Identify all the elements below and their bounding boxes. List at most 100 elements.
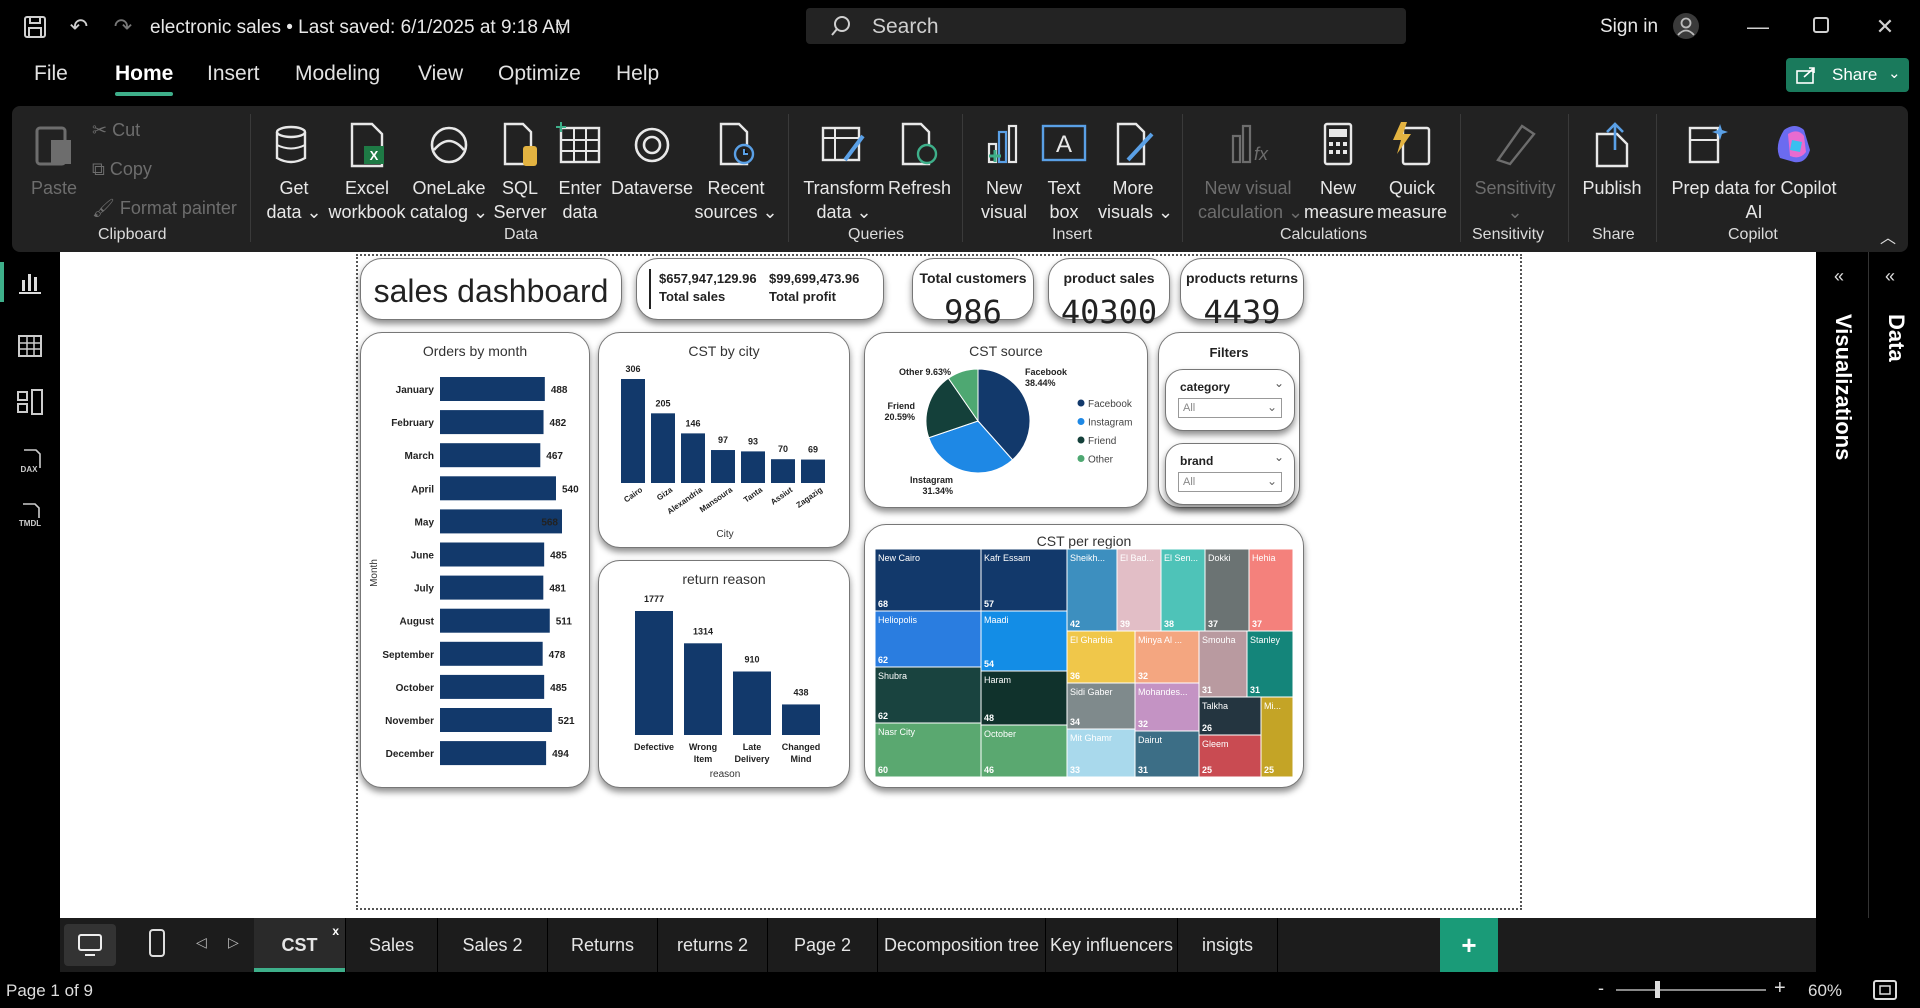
group-sensitivity: Sensitivity [1472,226,1545,243]
kpi-card-returns[interactable]: products returns 4439 [1180,258,1304,331]
page-tab[interactable]: Decomposition tree [878,918,1046,972]
page-tab[interactable]: Returns [548,918,658,972]
page-tab[interactable]: Page 2 [768,918,878,972]
menu-help[interactable]: Help [616,62,660,85]
tmdl-view-icon[interactable]: TMDL [14,502,46,534]
page-tab[interactable]: Sales [346,918,438,972]
zoom-in-button[interactable]: + [1774,977,1786,999]
new-visual-calculation-button[interactable]: fx New visual calculation ⌄ [1198,120,1303,224]
desktop-layout-button[interactable] [64,924,116,966]
kpi-card-product-sales[interactable]: product sales 40300 [1048,258,1170,331]
more-visuals-button[interactable]: More visuals ⌄ [1098,120,1173,224]
next-page-icon[interactable]: ▷ [228,934,239,950]
svg-text:DAX: DAX [21,465,39,474]
menu-home[interactable]: Home [115,62,174,85]
undo-icon[interactable]: ↶ [69,14,89,39]
text-box-button[interactable]: A Text box [1036,120,1092,224]
format-painter-button[interactable]: 🖌 Format painter [92,196,237,220]
data-label: 70 [778,444,788,454]
data-label: 494 [552,749,569,760]
treemap-label: Minya Al ... [1138,635,1182,645]
zoom-out-button[interactable]: - [1598,978,1604,998]
menu-insert[interactable]: Insert [207,62,260,85]
data-pane[interactable]: « Data [1868,252,1920,918]
page-tab[interactable]: returns 2 [658,918,768,972]
visualizations-pane[interactable]: « Visualizations [1816,252,1868,918]
page-tab[interactable]: insigts [1178,918,1278,972]
cst-source-chart[interactable]: CST source Facebook 38.44% Facebook Instagr… [864,332,1148,508]
category-label: February [391,418,434,429]
search-input[interactable]: Search [806,8,1406,44]
onelake-catalog-button[interactable]: OneLake catalog ⌄ [410,120,488,224]
treemap-cell [1134,730,1200,778]
category-dropdown[interactable]: All ⌄ [1178,398,1282,418]
minimize-icon[interactable]: — [1747,14,1769,39]
excel-workbook-button[interactable]: X Excel workbook [326,120,408,224]
save-icon[interactable] [22,14,48,40]
chevron-down-icon[interactable]: ⌄ [1274,450,1285,464]
fit-to-page-icon[interactable] [1872,979,1898,1001]
zoom-slider-thumb[interactable] [1655,981,1660,998]
expand-pane-icon[interactable]: « [1834,266,1845,286]
sql-server-button[interactable]: SQL Server [490,120,550,224]
avatar-icon[interactable] [1672,12,1700,40]
page-tab[interactable]: Key influencers [1046,918,1178,972]
cut-button[interactable]: ✂ Cut [92,118,140,142]
treemap-label: New Cairo [878,553,920,563]
recent-sources-button[interactable]: Recent sources ⌄ [694,120,778,224]
zoom-slider[interactable] [1616,989,1766,991]
category-slicer: category ⌄ All ⌄ [1165,369,1295,431]
menu-optimize[interactable]: Optimize [498,62,581,85]
table-view-icon[interactable] [14,332,46,364]
enter-data-button[interactable]: Enter data [550,120,610,224]
expand-pane-icon[interactable]: « [1885,266,1896,286]
dax-query-view-icon[interactable]: DAX [14,448,46,480]
totals-card[interactable]: $657,947,129.96 Total sales $99,699,473.… [636,258,884,320]
treemap-value: 32 [1138,671,1148,681]
menu-view[interactable]: View [418,62,464,85]
close-icon[interactable]: ✕ [1875,14,1895,39]
sensitivity-button[interactable]: Sensitivity ⌄ [1472,120,1558,224]
prev-page-icon[interactable]: ◁ [196,934,207,950]
report-view-icon[interactable] [14,268,46,300]
treemap-label: Talkha [1202,701,1228,711]
menu-file[interactable]: File [34,62,68,85]
ribbon-separator [1182,114,1183,242]
paste-button[interactable]: Paste [28,120,80,200]
page-tab[interactable]: CST x [254,918,346,972]
add-page-button[interactable]: + [1440,918,1498,972]
chevron-down-icon[interactable]: ⌄ [1274,376,1285,390]
model-view-icon[interactable] [14,388,46,420]
cst-by-city-chart[interactable]: CST by city 306 Cairo 205 Giza 146 Alexandria… [598,332,850,548]
dashboard-title-card[interactable]: sales dashboard [360,258,622,320]
close-tab-icon[interactable]: x [332,924,339,938]
chevron-down-icon[interactable]: ▽ [555,20,567,36]
copy-label: Copy [109,159,152,179]
redo-icon[interactable]: ↷ [113,14,133,39]
copy-button[interactable]: ⧉ Copy [92,157,152,181]
mobile-layout-button[interactable] [146,928,170,962]
menu-modeling[interactable]: Modeling [295,62,381,85]
publish-label: Publish [1582,178,1642,198]
share-button[interactable]: Share ⌄ [1786,58,1909,92]
new-visual-button[interactable]: New visual [976,120,1032,224]
collapse-ribbon-icon[interactable]: ︿ [1880,230,1897,247]
sign-in-link[interactable]: Sign in [1600,16,1659,37]
maximize-icon[interactable] [1808,15,1834,41]
orders-by-month-chart[interactable]: Orders by month Month January 488 February 4… [360,332,590,788]
quick-measure-button[interactable]: Quick measure [1376,120,1448,224]
transform-data-button[interactable]: Transform data ⌄ [800,120,888,224]
new-measure-button[interactable]: New measure [1304,120,1374,224]
prep-data-text: Prep data for Copilot AI [1664,176,1844,224]
kpi-card-customers[interactable]: Total customers 986 [912,258,1034,331]
cst-per-region-chart[interactable]: CST per region New Cairo 68 Kafr Essam 57 Sh… [864,524,1304,788]
refresh-button[interactable]: Refresh [888,120,951,200]
active-tab-underline [115,92,173,96]
page-tab[interactable]: Sales 2 [438,918,548,972]
sql-label: SQL [501,178,539,198]
publish-button[interactable]: Publish [1580,120,1644,200]
get-data-button[interactable]: Get data ⌄ [262,120,326,224]
brand-dropdown[interactable]: All ⌄ [1178,472,1282,492]
return-reason-chart[interactable]: return reason 1777 Defective 1314 Wrong Item… [598,560,850,788]
dataverse-button[interactable]: Dataverse [610,120,694,200]
